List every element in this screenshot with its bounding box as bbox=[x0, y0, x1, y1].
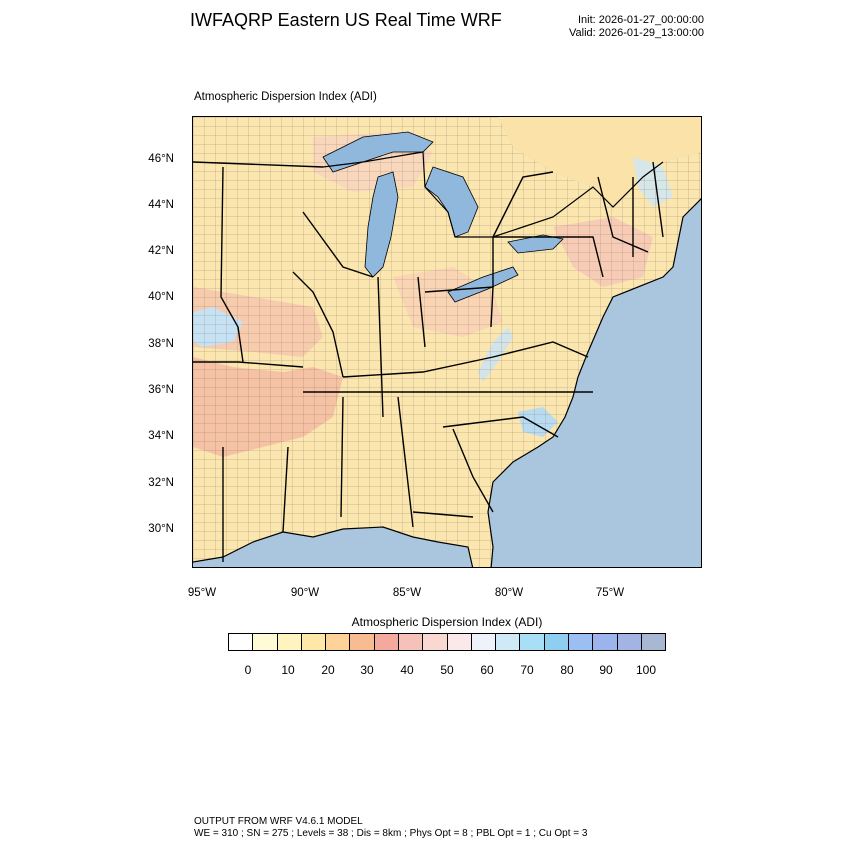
lon-label: 75°W bbox=[595, 587, 625, 599]
init-time: Init: 2026-01-27_00:00:00 bbox=[578, 14, 704, 26]
colorbar-swatch bbox=[398, 634, 424, 650]
colorbar bbox=[228, 633, 666, 651]
lat-label: 38°N bbox=[148, 338, 174, 350]
lat-label: 36°N bbox=[148, 384, 174, 396]
run-times: Init: 2026-01-27_00:00:00 Valid: 2026-01… bbox=[569, 14, 704, 40]
colorbar-swatch bbox=[496, 634, 521, 650]
colorbar-swatch bbox=[326, 634, 351, 650]
model-info-line2: WE = 310 ; SN = 275 ; Levels = 38 ; Dis … bbox=[194, 828, 588, 839]
colorbar-tick-label: 90 bbox=[599, 663, 613, 677]
colorbar-swatch bbox=[593, 634, 618, 650]
colorbar-swatch bbox=[568, 634, 594, 650]
colorbar-swatch bbox=[374, 634, 399, 650]
map-svg bbox=[193, 117, 701, 567]
colorbar-tick-label: 70 bbox=[520, 663, 534, 677]
lat-label: 46°N bbox=[148, 153, 174, 165]
colorbar-swatch bbox=[471, 634, 497, 650]
colorbar-swatch bbox=[350, 634, 375, 650]
lon-label: 85°W bbox=[392, 587, 422, 599]
colorbar-tick-label: 100 bbox=[635, 663, 657, 677]
model-info-line1: OUTPUT FROM WRF V4.6.1 MODEL bbox=[194, 816, 363, 827]
colorbar-tick-label: 60 bbox=[480, 663, 494, 677]
colorbar-swatch bbox=[423, 634, 448, 650]
colorbar-tick-label: 0 bbox=[244, 663, 252, 677]
lake-erie bbox=[447, 266, 519, 303]
canada-border bbox=[322, 151, 664, 238]
canada bbox=[498, 117, 701, 207]
colorbar-tick-label: 50 bbox=[440, 663, 454, 677]
gulf-coast bbox=[193, 526, 474, 567]
lon-label: 90°W bbox=[290, 587, 320, 599]
colorbar-swatch bbox=[544, 634, 569, 650]
colorbar-swatch bbox=[617, 634, 642, 650]
colorbar-tick-label: 40 bbox=[400, 663, 414, 677]
colorbar-tick-label: 10 bbox=[281, 663, 295, 677]
lat-label: 40°N bbox=[148, 291, 174, 303]
map-panel bbox=[192, 116, 702, 568]
colorbar-swatch bbox=[641, 634, 666, 650]
model-info: OUTPUT FROM WRF V4.6.1 MODEL WE = 310 ; … bbox=[194, 816, 587, 840]
field-label: Atmospheric Dispersion Index (ADI) bbox=[194, 91, 377, 103]
coastline bbox=[487, 198, 701, 567]
lon-label: 95°W bbox=[187, 587, 217, 599]
lat-label: 34°N bbox=[148, 430, 174, 442]
lat-label: 42°N bbox=[148, 245, 174, 257]
county-lines bbox=[193, 117, 701, 567]
colorbar-tick-label: 20 bbox=[321, 663, 335, 677]
lon-label: 80°W bbox=[494, 587, 524, 599]
colorbar-swatch bbox=[277, 634, 302, 650]
state-borders bbox=[193, 161, 664, 562]
colorbar-swatch bbox=[253, 634, 278, 650]
lake-michigan bbox=[364, 171, 399, 278]
lat-label: 44°N bbox=[148, 199, 174, 211]
colorbar-tick-label: 80 bbox=[560, 663, 574, 677]
colorbar-swatch bbox=[301, 634, 327, 650]
colorbar-title: Atmospheric Dispersion Index (ADI) bbox=[351, 615, 543, 629]
lake-ontario bbox=[507, 234, 564, 254]
lat-label: 30°N bbox=[148, 523, 174, 535]
colorbar-swatch bbox=[520, 634, 545, 650]
plot-title: IWFAQRP Eastern US Real Time WRF bbox=[190, 10, 502, 30]
colorbar-tick-label: 30 bbox=[360, 663, 374, 677]
colorbar-swatch bbox=[447, 634, 472, 650]
lat-label: 32°N bbox=[148, 477, 174, 489]
colorbar-swatch bbox=[229, 634, 254, 650]
valid-time: Valid: 2026-01-29_13:00:00 bbox=[569, 27, 704, 39]
